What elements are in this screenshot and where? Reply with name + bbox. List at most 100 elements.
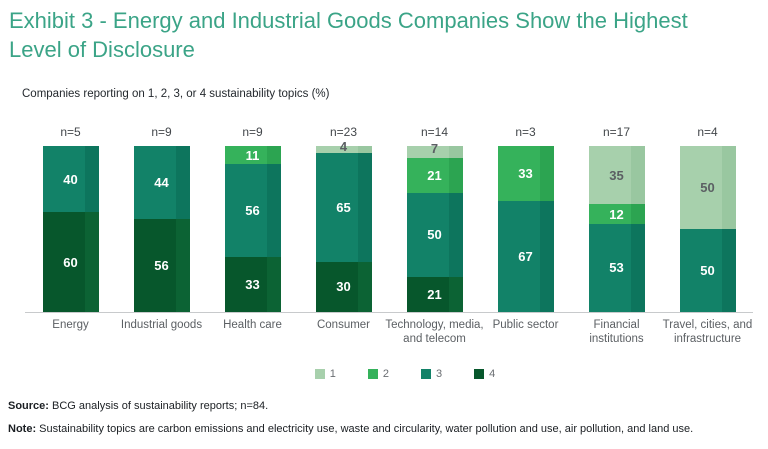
chart-column: n=14 7 21 50 21 Technology, media, and teleco…	[385, 124, 483, 345]
legend-item: 1	[314, 368, 336, 380]
category-label: Industrial goods	[120, 319, 203, 331]
bar-chart: n=5 40 60 Energy n=9 44 56 Industrial goods n=9 1…	[25, 124, 753, 345]
legend-label: 1	[329, 368, 336, 380]
segment-value-label: 50	[700, 180, 715, 195]
segment-value-label: 12	[609, 206, 624, 222]
legend-item: 3	[421, 368, 442, 380]
segment-value-label: 53	[609, 260, 624, 276]
stacked-bar: 11 56 33	[224, 146, 281, 312]
segment-value-label: 50	[700, 263, 715, 278]
category-label: Consumer	[316, 319, 371, 331]
bar-segment: 12	[588, 204, 645, 224]
note-line: Note: Sustainability topics are carbon e…	[8, 423, 693, 436]
segment-value-label: 4	[339, 138, 348, 154]
stacked-bar: 4 65 30	[315, 138, 372, 312]
stacked-bar: 33 67	[497, 146, 554, 312]
legend-item: 4	[474, 368, 495, 380]
stacked-bar: 40 60	[42, 146, 99, 312]
n-count-label: n=3	[515, 125, 536, 139]
segment-value-label: 56	[154, 258, 169, 273]
n-count-label: n=23	[329, 125, 358, 139]
note-text: Sustainability topics are carbon emissio…	[36, 423, 694, 435]
chart-column: n=23 4 65 30 Consumer	[298, 124, 389, 331]
exhibit-title-line-1: Exhibit 3 - Energy and Industrial Goods …	[9, 8, 688, 33]
segment-value-label: 50	[427, 227, 442, 243]
bar-segment: 50	[679, 229, 736, 312]
segment-value-label: 40	[63, 171, 78, 187]
bar-segment: 21	[406, 276, 463, 312]
segment-value-label: 60	[63, 254, 78, 270]
chart-column: n=4 50 50 Travel, cities, and infrastructur…	[662, 124, 753, 345]
bar-segment: 33	[497, 146, 554, 201]
segment-value-label: 21	[427, 167, 442, 183]
chart-legend: 1 2 3 4	[0, 368, 768, 380]
stacked-bar: 50 50	[679, 146, 736, 312]
legend-swatch	[421, 369, 431, 379]
bar-segment: 44	[133, 146, 190, 220]
legend-swatch	[367, 369, 378, 379]
n-count-label: n=9	[151, 125, 172, 139]
segment-value-label: 56	[245, 203, 260, 219]
category-label: Energy	[52, 319, 89, 331]
category-label: Technology, media, and telecom	[385, 319, 484, 345]
bar-segment: 67	[497, 200, 554, 312]
segment-value-label: 67	[518, 248, 533, 264]
chart-column: n=9 11 56 33 Health care	[207, 124, 298, 331]
exhibit-title: Exhibit 3 - Energy and Industrial Goods …	[9, 6, 761, 64]
segment-value-label: 11	[245, 147, 260, 163]
bar-segment: 65	[315, 152, 372, 262]
chart-column: n=5 40 60 Energy	[25, 124, 116, 331]
category-label: Financial institutions	[589, 319, 644, 345]
bar-segment: 50	[679, 146, 736, 229]
bar-segment: 11	[224, 146, 281, 165]
category-label: Travel, cities, and infrastructure	[662, 319, 753, 345]
source-label: Source:	[8, 400, 49, 412]
bar-segment: 56	[224, 164, 281, 258]
stacked-bar: 7 21 50 21	[406, 141, 463, 312]
n-count-label: n=5	[60, 125, 81, 139]
n-count-label: n=4	[697, 125, 718, 139]
bar-segment: 53	[588, 224, 645, 312]
legend-label: 3	[436, 368, 443, 380]
legend-item: 2	[367, 368, 389, 380]
category-label: Public sector	[492, 319, 559, 331]
x-axis-line	[25, 312, 753, 313]
stacked-bar: 44 56	[133, 146, 190, 312]
chart-column: n=3 33 67 Public sector	[480, 124, 571, 331]
segment-value-label: 33	[245, 277, 260, 293]
bar-segment: 35	[588, 146, 645, 205]
chart-column: n=9 44 56 Industrial goods	[116, 124, 207, 331]
chart-column: n=17 35 12 53 Financial institutions	[571, 124, 662, 345]
legend-label: 4	[489, 368, 496, 380]
n-count-label: n=14	[420, 125, 449, 139]
bar-segment: 33	[224, 257, 281, 312]
note-label: Note:	[8, 423, 37, 435]
bar-segment: 50	[406, 192, 463, 277]
bar-segment: 60	[42, 212, 99, 312]
bar-segment: 21	[406, 157, 463, 193]
bar-segment: 30	[315, 261, 372, 312]
segment-value-label: 33	[518, 165, 533, 181]
segment-value-label: 35	[609, 167, 624, 183]
n-count-label: n=9	[242, 125, 263, 139]
bar-segment: 7	[406, 141, 463, 158]
bar-segment: 40	[42, 146, 99, 213]
legend-swatch	[474, 369, 485, 379]
bar-segment: 56	[133, 219, 190, 312]
exhibit-title-line-2: Level of Disclosure	[9, 37, 195, 62]
legend-label: 2	[382, 368, 389, 380]
source-text: BCG analysis of sustainability reports; …	[48, 400, 269, 412]
chart-subtitle: Companies reporting on 1, 2, 3, or 4 sus…	[22, 88, 330, 100]
segment-value-label: 65	[336, 199, 351, 215]
segment-value-label: 21	[427, 286, 442, 302]
source-line: Source: BCG analysis of sustainability r…	[8, 400, 268, 413]
category-label: Health care	[223, 319, 282, 331]
stacked-bar: 35 12 53	[588, 146, 645, 312]
segment-value-label: 7	[430, 141, 439, 157]
bar-segment: 4	[315, 138, 372, 154]
legend-swatch	[314, 369, 325, 379]
segment-value-label: 30	[336, 279, 351, 295]
segment-value-label: 44	[154, 175, 169, 191]
n-count-label: n=17	[602, 125, 631, 139]
